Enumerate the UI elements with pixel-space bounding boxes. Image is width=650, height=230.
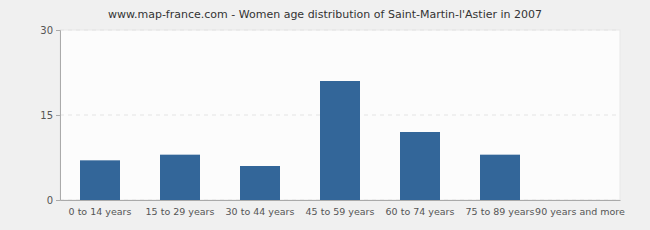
- tick-label: 30: [40, 25, 53, 36]
- tick-label: 0: [47, 195, 53, 206]
- tick-mark: [56, 30, 60, 31]
- background: [0, 0, 650, 230]
- tick-mark: [56, 115, 60, 116]
- bar: [560, 200, 600, 201]
- bar: [480, 155, 520, 200]
- bars: [80, 81, 520, 200]
- grid: [60, 30, 620, 200]
- y-tick: 0: [47, 195, 60, 206]
- x-tick: 30 to 44 years: [226, 200, 295, 217]
- axis-line: [56, 31, 61, 201]
- x-tick: 90 years and more: [535, 200, 625, 217]
- y-axis: 0 15 30: [40, 25, 60, 206]
- bar: [400, 132, 440, 200]
- x-axis: 0 to 14 years 15 to 29 years 30 to 44 year…: [61, 200, 626, 217]
- title: www.map-france.com - Women age distribut…: [108, 8, 542, 21]
- y-tick: 30: [40, 25, 60, 36]
- axis-line: [61, 200, 621, 201]
- tick-label: 30 to 44 years: [226, 206, 295, 217]
- bar: [240, 166, 280, 200]
- x-tick: 0 to 14 years: [69, 200, 132, 217]
- tick-label: 0 to 14 years: [69, 206, 132, 217]
- tick-label: 60 to 74 years: [386, 206, 455, 217]
- tick-label: 45 to 59 years: [306, 206, 375, 217]
- tick-label: 75 to 89 years: [466, 206, 535, 217]
- tick-mark: [56, 200, 60, 201]
- y-tick: 15: [40, 110, 60, 121]
- x-tick: 60 to 74 years: [386, 200, 455, 217]
- plot-area: [60, 30, 620, 200]
- chart: www.map-france.com - Women age distribut…: [0, 0, 650, 230]
- tick-label: 90 years and more: [535, 206, 625, 217]
- bar: [80, 160, 120, 200]
- x-tick: 45 to 59 years: [306, 200, 375, 217]
- tick-label: 15: [40, 110, 53, 121]
- tick-label: 15 to 29 years: [146, 206, 215, 217]
- grid-line: [60, 30, 620, 31]
- x-tick: 75 to 89 years: [466, 200, 535, 217]
- bar: [160, 155, 200, 200]
- bar: [320, 81, 360, 200]
- x-tick: 15 to 29 years: [146, 200, 215, 217]
